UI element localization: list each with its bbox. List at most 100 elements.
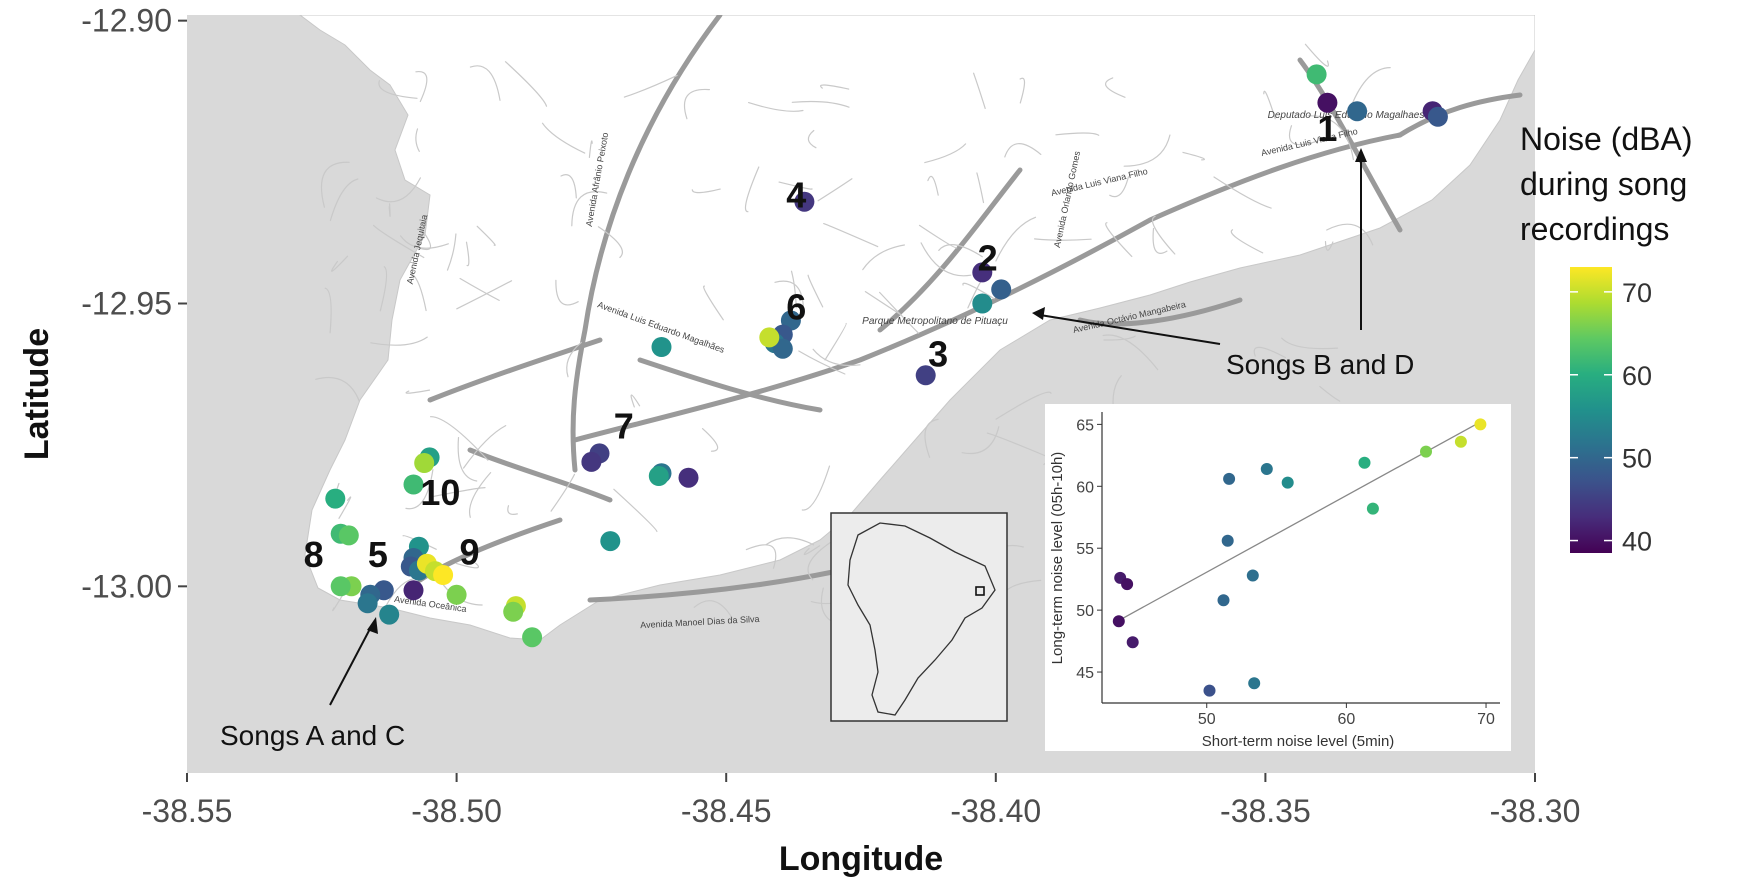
minor-road <box>691 188 721 194</box>
site-number-label: 4 <box>786 174 806 215</box>
noise-point <box>325 488 346 509</box>
minor-road <box>405 469 434 510</box>
minor-road <box>1152 227 1168 254</box>
noise-point <box>794 191 815 212</box>
noise-point <box>403 580 424 601</box>
y-axis: -12.90 -12.95 -13.00 <box>81 3 187 604</box>
minor-road <box>807 274 824 308</box>
place-name-label: Parque Metropolitano de Pituaçu <box>862 316 1008 327</box>
minor-road <box>1304 43 1329 67</box>
minor-road <box>862 244 905 271</box>
minor-road <box>379 266 388 312</box>
minor-road <box>378 80 418 99</box>
minor-road <box>613 488 658 533</box>
minor-road <box>986 432 1047 457</box>
minor-road <box>476 225 496 246</box>
minor-road <box>415 128 420 152</box>
site-number-label: 8 <box>304 534 324 575</box>
minor-road <box>962 282 995 300</box>
minor-road <box>927 175 939 196</box>
minor-road <box>324 287 332 334</box>
site-number-labels: 1 2 3 4 5 6 7 8 9 10 <box>304 108 1338 575</box>
noise-point <box>759 327 780 348</box>
minor-road <box>995 391 1052 420</box>
minor-road <box>446 233 457 271</box>
minor-road <box>744 166 760 213</box>
minor-road <box>823 223 879 248</box>
minor-road <box>504 61 548 107</box>
minor-road <box>995 216 1037 262</box>
scatter-point <box>1121 578 1134 591</box>
noise-point <box>581 451 602 472</box>
legend-title-line-2: during song <box>1520 166 1687 202</box>
site-number-label: 3 <box>928 333 948 374</box>
arrow-songs-bd-left <box>1039 314 1221 345</box>
minor-road <box>924 418 939 458</box>
minor-road <box>455 562 480 569</box>
minor-road <box>1102 334 1159 371</box>
scatter-y-tick-label: 50 <box>1076 603 1094 620</box>
minor-road <box>1055 132 1100 136</box>
minor-road <box>1151 215 1176 255</box>
minor-road <box>976 172 985 204</box>
site-number-label: 2 <box>978 238 998 279</box>
minor-road <box>331 255 349 272</box>
scatter-point <box>1420 445 1432 458</box>
legend-tick-label: 40 <box>1622 527 1652 557</box>
major-road <box>1397 92 1523 138</box>
noise-point <box>433 565 454 585</box>
annotation-text-songs-ac: Songs A and C <box>220 720 405 751</box>
color-legend: Noise (dBA) during song recordings 70 60 5… <box>1520 121 1693 557</box>
south-america-outline <box>847 522 996 716</box>
y-tick-label: -12.95 <box>81 285 172 321</box>
noise-point <box>1347 101 1368 122</box>
noise-point <box>414 453 435 473</box>
x-tick-label: -38.55 <box>142 793 233 829</box>
minor-road <box>1319 385 1341 402</box>
minor-road <box>1019 77 1026 104</box>
minor-road <box>817 178 853 202</box>
minor-road <box>1350 67 1391 108</box>
minor-road <box>555 279 579 306</box>
x-tick-label: -38.35 <box>1220 793 1311 829</box>
scatter-y-tick-label: 45 <box>1076 665 1094 682</box>
site-number-label: 1 <box>1317 108 1337 149</box>
locator-inset <box>830 512 1008 722</box>
x-axis-label: Longitude <box>779 840 943 878</box>
minor-road <box>864 291 903 316</box>
noise-point <box>330 576 351 597</box>
annotation-text-songs-bd: Songs B and D <box>1226 349 1414 380</box>
noise-point <box>522 627 543 648</box>
scatter-x-tick-label: 50 <box>1198 711 1216 728</box>
minor-road <box>338 496 352 519</box>
scatter-point <box>1454 435 1467 448</box>
minor-road <box>402 535 437 550</box>
legend-tick-label: 60 <box>1622 361 1652 391</box>
minor-road <box>824 322 847 361</box>
minor-road <box>430 416 489 461</box>
minor-road <box>774 280 804 307</box>
scatter-points <box>1112 418 1487 697</box>
minor-road <box>507 505 518 515</box>
minor-road <box>463 425 507 469</box>
scatter-x-tick-label: 60 <box>1337 711 1355 728</box>
x-tick-label: -38.30 <box>1490 793 1581 829</box>
minor-road <box>807 540 833 581</box>
scatter-point <box>1217 594 1230 607</box>
minor-road <box>1263 90 1276 120</box>
minor-road <box>400 235 449 249</box>
minor-road <box>320 161 350 208</box>
scatter-point <box>1221 534 1234 547</box>
minor-road <box>1123 134 1171 167</box>
minor-road <box>798 350 846 375</box>
minor-road <box>370 336 428 346</box>
minor-road <box>388 203 391 217</box>
site-number-label: 5 <box>368 534 388 575</box>
major-road <box>1077 297 1243 327</box>
minor-road <box>791 100 850 108</box>
legend-tick-label: 50 <box>1622 444 1652 474</box>
scatter-inset: 50 60 70 45 50 55 60 65 Short-term noise level … <box>1045 404 1511 751</box>
scatter-point <box>1366 502 1379 515</box>
minor-road <box>623 74 678 98</box>
minor-road <box>745 544 777 569</box>
